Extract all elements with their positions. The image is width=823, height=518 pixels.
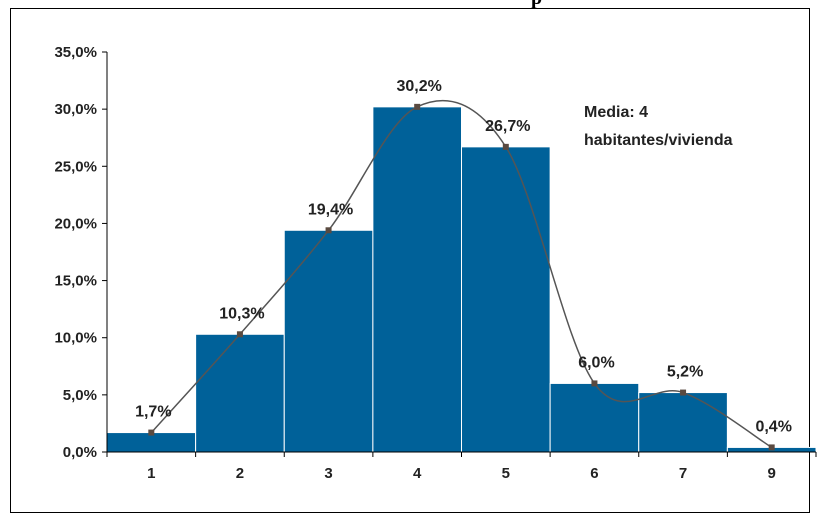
- y-tick-label: 0,0%: [63, 444, 97, 461]
- y-tick-label: 10,0%: [54, 330, 97, 347]
- curve-marker-6: [591, 380, 598, 387]
- data-label-1: 1,7%: [135, 404, 171, 421]
- y-tick-label: 15,0%: [54, 273, 97, 290]
- data-label-4: 30,2%: [397, 78, 442, 95]
- x-tick-label: 2: [236, 465, 244, 482]
- axes-group: 0,0% 5,0% 10,0% 15,0% 20,0% 25,0% 30,0% 35,0% 1 2…: [54, 44, 817, 482]
- bar-3: [283, 229, 374, 453]
- bar-2: [195, 333, 285, 453]
- curve-marker-3: [325, 227, 332, 234]
- data-label-9: 0,4%: [755, 418, 791, 435]
- smoothed-curve: [150, 99, 773, 449]
- y-tick-label: 5,0%: [63, 387, 97, 404]
- data-label-6: 6,0%: [578, 354, 614, 371]
- annotation-group: Media: 4 habitantes/vivienda: [584, 104, 733, 149]
- bar-5: [461, 146, 551, 453]
- curve-marker-7: [680, 389, 687, 396]
- data-label-3: 19,4%: [308, 201, 353, 218]
- data-label-5: 26,7%: [485, 118, 530, 135]
- x-tick-label: 4: [413, 465, 422, 482]
- curve-marker-4: [414, 103, 421, 110]
- y-tick-label: 35,0%: [54, 44, 97, 61]
- bar-6: [549, 382, 640, 453]
- x-tick-label: 3: [324, 465, 332, 482]
- x-tick-label: 7: [679, 465, 687, 482]
- x-tick-label: 9: [768, 465, 776, 482]
- clipped-title: p: [531, 0, 542, 10]
- bar-4: [372, 106, 462, 453]
- curve-marker-5: [502, 143, 509, 150]
- x-tick-label: 1: [147, 465, 155, 482]
- y-tick-label: 25,0%: [54, 158, 97, 175]
- x-tick-label: 5: [502, 465, 510, 482]
- bar-7: [638, 392, 728, 453]
- curve-marker-9: [768, 444, 775, 451]
- curve-marker-1: [148, 429, 155, 436]
- data-label-2: 10,3%: [219, 305, 264, 322]
- bars-group: [106, 106, 817, 453]
- annotation-line-2: habitantes/vivienda: [584, 132, 733, 149]
- x-tick-label: 6: [590, 465, 598, 482]
- data-label-7: 5,2%: [667, 364, 703, 381]
- curve-group: [148, 99, 775, 451]
- annotation-line-1: Media: 4: [584, 104, 648, 121]
- curve-marker-2: [236, 331, 243, 338]
- y-tick-label: 30,0%: [54, 101, 97, 118]
- labels-group: 1,7% 10,3% 19,4% 30,2% 26,7% 6,0% 5,2% 0,4%: [135, 78, 792, 436]
- y-tick-label: 20,0%: [54, 215, 97, 232]
